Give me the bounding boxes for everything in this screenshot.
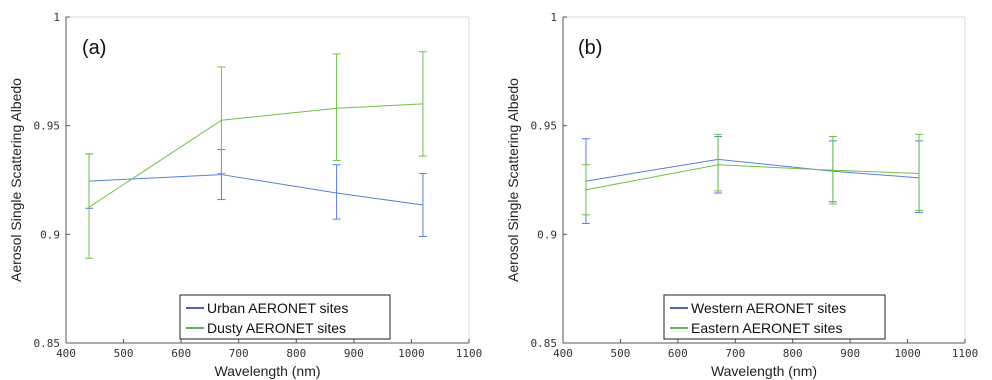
y-axis-label: Aerosol Single Scattering Albedo <box>8 78 24 282</box>
x-tick-label: 400 <box>56 347 76 360</box>
x-axis-label: Wavelength (nm) <box>711 363 817 379</box>
legend-box <box>179 294 391 340</box>
series-2 <box>581 133 924 216</box>
y-tick-label: 0.85 <box>531 337 558 350</box>
legend: Urban AERONET sites Dusty AERONET sites <box>179 294 391 340</box>
x-tick-label: 600 <box>668 347 688 360</box>
x-tick-label: 1100 <box>456 347 483 360</box>
error-bar <box>332 53 341 161</box>
series-2 <box>85 51 427 259</box>
y-tick-label: 1 <box>53 11 60 24</box>
legend-label: Eastern AERONET sites <box>691 320 842 336</box>
y-tick-label: 0.85 <box>34 337 61 350</box>
panel-label: (a) <box>82 37 106 59</box>
y-tick-label: 0.95 <box>34 120 61 133</box>
error-bar <box>581 164 590 216</box>
series-line <box>89 174 424 206</box>
x-tick-label: 900 <box>344 347 364 360</box>
panel-label: (b) <box>578 37 602 59</box>
y-axis-label: Aerosol Single Scattering Albedo <box>505 78 521 282</box>
x-tick-label: 800 <box>783 347 803 360</box>
error-bar <box>418 172 427 238</box>
error-bar <box>85 153 94 259</box>
x-tick-label: 700 <box>725 347 745 360</box>
error-bar <box>714 133 723 192</box>
x-tick-label: 600 <box>171 347 191 360</box>
series-1 <box>85 149 427 238</box>
error-bar <box>418 51 427 157</box>
error-bar <box>915 133 924 211</box>
x-tick-label: 400 <box>553 347 573 360</box>
series-line <box>88 103 423 208</box>
series-line <box>585 164 920 191</box>
series-1 <box>581 136 924 224</box>
x-tick-label: 700 <box>229 347 249 360</box>
error-bar <box>217 66 226 174</box>
x-axis-label: Wavelength (nm) <box>214 363 320 379</box>
x-tick-label: 1000 <box>398 347 425 360</box>
y-tick-label: 0.95 <box>531 120 558 133</box>
x-tick-label: 800 <box>286 347 306 360</box>
chart-panel-2: 400 500 600 700 800 900 1000 1100 0.85 0.9 0.95 1 Wa… <box>505 11 978 379</box>
series-line <box>585 158 920 182</box>
y-tick-label: 1 <box>550 11 557 24</box>
legend-label: Dusty AERONET sites <box>207 320 346 336</box>
y-tick-label: 0.9 <box>40 228 60 241</box>
legend-label: Western AERONET sites <box>691 300 846 316</box>
chart-panel-1: 400 500 600 700 800 900 1000 1100 0.85 0.9 0.95 1 Wa… <box>8 11 482 379</box>
x-tick-label: 500 <box>610 347 630 360</box>
x-tick-label: 500 <box>114 347 134 360</box>
x-tick-label: 1000 <box>894 347 921 360</box>
legend-label: Urban AERONET sites <box>207 300 348 316</box>
legend: Western AERONET sites Eastern AERONET sit… <box>663 294 886 340</box>
y-tick-label: 0.9 <box>537 228 557 241</box>
legend-box <box>663 294 886 340</box>
error-bar <box>828 136 837 205</box>
error-bar <box>332 164 341 220</box>
x-tick-label: 900 <box>840 347 860 360</box>
x-tick-label: 1100 <box>952 347 979 360</box>
